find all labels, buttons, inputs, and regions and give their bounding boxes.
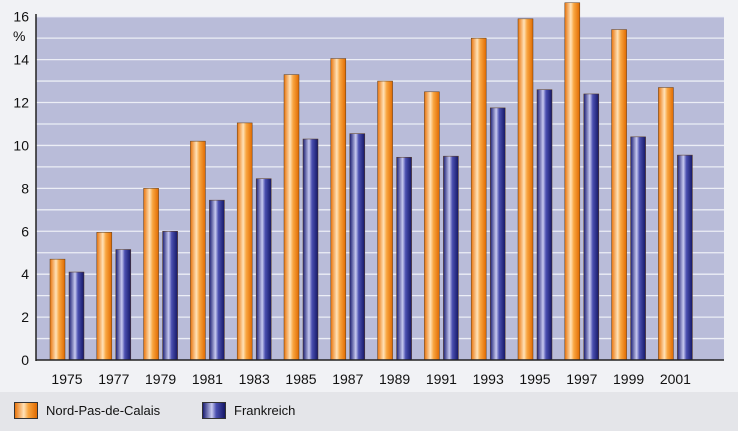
bar-chart: 0 2 4 6 8 10 12 14 16 % 1975 1977 1979 1981 1983 1985… (13, 2, 724, 387)
bar-frankreich-1981 (209, 199, 225, 361)
x-tick-label: 2001 (660, 371, 691, 387)
bar-nord-pas-de-calais-1981 (190, 140, 206, 361)
bar-nord-pas-de-calais-1987 (330, 58, 347, 361)
y-tick-label: 2 (21, 309, 29, 325)
legend-swatch-blue (202, 402, 226, 419)
x-tick-label: 1991 (426, 371, 457, 387)
legend: Nord-Pas-de-Calais Frankreich (0, 392, 738, 431)
y-tick-label: 8 (21, 180, 29, 196)
x-tick-label: 1979 (145, 371, 176, 387)
y-tick-label: 10 (13, 137, 29, 153)
bar-nord-pas-de-calais-1985 (283, 74, 300, 361)
y-tick-label: 6 (21, 223, 29, 239)
bar-nord-pas-de-calais-2001 (658, 87, 674, 361)
bar-frankreich-1997 (583, 93, 600, 361)
x-tick-label: 1995 (519, 371, 550, 387)
bar-frankreich-1975 (68, 271, 85, 361)
x-tick-label: 1989 (379, 371, 410, 387)
bar-frankreich-1977 (115, 249, 132, 361)
x-tick-label: 1985 (285, 371, 316, 387)
bar-frankreich-1993 (489, 107, 506, 361)
y-tick-label: 0 (21, 352, 29, 368)
bar-nord-pas-de-calais-1999 (611, 29, 627, 361)
legend-label: Frankreich (234, 403, 296, 418)
x-tick-label: 1981 (192, 371, 223, 387)
bar-frankreich-1979 (162, 231, 178, 361)
bar-nord-pas-de-calais-1989 (377, 80, 393, 361)
x-tick-label: 1983 (239, 371, 270, 387)
bar-frankreich-1983 (255, 178, 272, 361)
bar-frankreich-1995 (536, 89, 553, 361)
y-tick-label: 14 (13, 52, 29, 68)
bar-frankreich-2001 (677, 154, 693, 361)
y-tick-label: 4 (21, 266, 29, 282)
y-axis-unit: % (13, 28, 25, 44)
bar-nord-pas-de-calais-1991 (424, 91, 440, 361)
x-tick-label: 1977 (98, 371, 129, 387)
y-tick-label: 12 (13, 95, 29, 111)
bar-nord-pas-de-calais-1975 (49, 258, 66, 361)
bar-nord-pas-de-calais-1979 (143, 188, 159, 361)
bar-frankreich-1999 (630, 136, 646, 361)
bar-nord-pas-de-calais-1983 (236, 122, 253, 361)
bar-frankreich-1985 (302, 138, 319, 361)
bar-nord-pas-de-calais-1997 (564, 2, 581, 361)
legend-label: Nord-Pas-de-Calais (46, 403, 161, 418)
bar-frankreich-1987 (349, 133, 366, 361)
y-tick-label: 16 (13, 9, 29, 25)
legend-item-nord-pas-de-calais: Nord-Pas-de-Calais (14, 402, 160, 419)
bar-frankreich-1991 (443, 155, 459, 361)
x-tick-label: 1987 (332, 371, 363, 387)
bar-nord-pas-de-calais-1993 (470, 37, 487, 361)
x-tick-label: 1993 (473, 371, 504, 387)
legend-swatch-orange (14, 402, 38, 419)
x-tick-label: 1997 (566, 371, 597, 387)
legend-item-frankreich: Frankreich (202, 402, 295, 419)
bar-frankreich-1989 (396, 156, 412, 361)
bar-nord-pas-de-calais-1977 (96, 232, 113, 361)
x-tick-label: 1975 (51, 371, 82, 387)
x-tick-label: 1999 (613, 371, 644, 387)
bar-nord-pas-de-calais-1995 (517, 18, 534, 361)
